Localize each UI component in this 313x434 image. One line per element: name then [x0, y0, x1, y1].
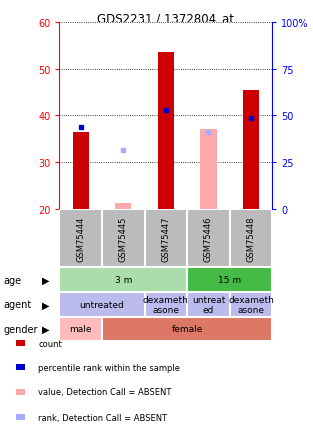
Text: percentile rank within the sample: percentile rank within the sample	[38, 363, 180, 372]
Bar	[73, 132, 89, 210]
Text: ▶: ▶	[42, 299, 49, 309]
Text: ▶: ▶	[42, 324, 49, 334]
Bar	[16, 365, 25, 371]
Text: GSM75446: GSM75446	[204, 216, 213, 261]
Bar	[200, 130, 217, 210]
Bar	[187, 268, 272, 293]
Bar	[200, 130, 217, 210]
Bar	[102, 210, 145, 268]
Text: male: male	[69, 325, 92, 334]
Bar	[16, 414, 25, 421]
Text: rank, Detection Call = ABSENT: rank, Detection Call = ABSENT	[38, 413, 167, 422]
Bar	[16, 340, 25, 346]
Bar	[16, 389, 25, 395]
Text: GSM75447: GSM75447	[162, 216, 170, 261]
Text: ▶: ▶	[42, 275, 49, 285]
Text: gender: gender	[3, 324, 38, 334]
Text: GSM75448: GSM75448	[247, 216, 255, 261]
Text: count: count	[38, 339, 62, 348]
Bar	[230, 293, 272, 317]
Bar	[243, 90, 259, 210]
Text: agent: agent	[3, 299, 31, 309]
Bar	[59, 293, 145, 317]
Bar	[102, 317, 272, 341]
Bar	[59, 317, 102, 341]
Bar	[230, 210, 272, 268]
Text: 3 m: 3 m	[115, 276, 132, 285]
Bar	[145, 293, 187, 317]
Bar	[145, 210, 187, 268]
Text: untreated: untreated	[80, 300, 124, 309]
Bar	[187, 293, 230, 317]
Text: GDS2231 / 1372804_at: GDS2231 / 1372804_at	[97, 13, 234, 26]
Bar	[59, 268, 187, 293]
Text: dexameth
asone: dexameth asone	[228, 295, 274, 314]
Bar	[59, 210, 102, 268]
Text: dexameth
asone: dexameth asone	[143, 295, 189, 314]
Text: 15 m: 15 m	[218, 276, 241, 285]
Text: value, Detection Call = ABSENT: value, Detection Call = ABSENT	[38, 388, 172, 396]
Text: GSM75444: GSM75444	[76, 216, 85, 261]
Text: age: age	[3, 275, 21, 285]
Text: untreat
ed: untreat ed	[192, 295, 225, 314]
Text: GSM75445: GSM75445	[119, 216, 128, 261]
Text: female: female	[172, 325, 203, 334]
Bar	[115, 204, 131, 210]
Bar	[158, 53, 174, 210]
Bar	[187, 210, 230, 268]
Bar	[115, 204, 131, 210]
